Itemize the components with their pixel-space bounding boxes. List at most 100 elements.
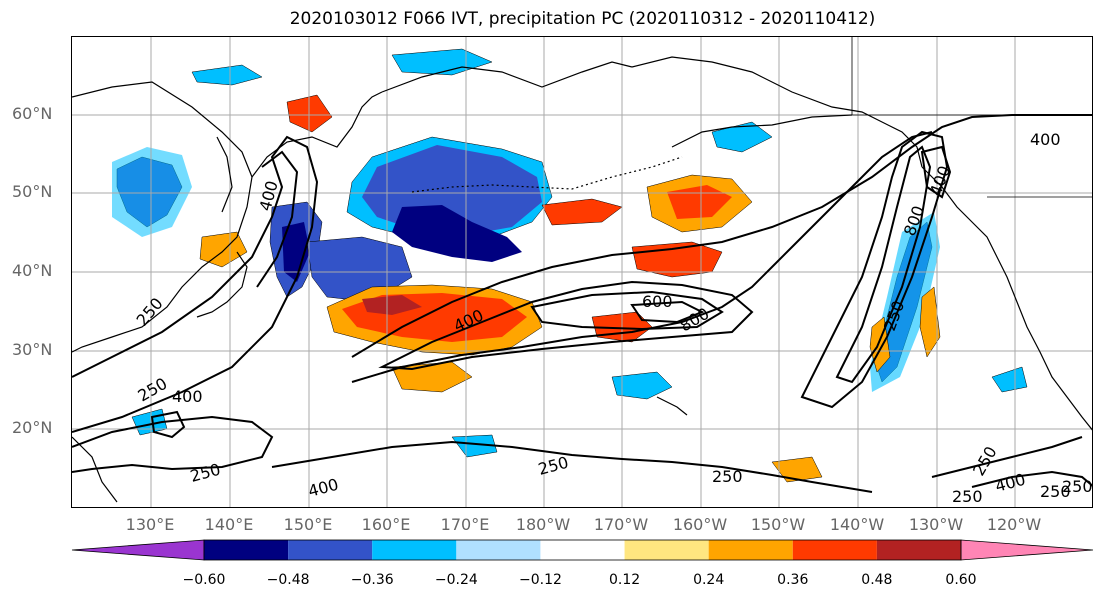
- colorbar-cell: [708, 540, 793, 560]
- map-panel: 400 400 250 250 400 600 800 250 400 250 …: [71, 36, 1093, 508]
- contour-label-400-se: 400: [993, 470, 1027, 496]
- contour-label-250-se2: 250: [1040, 482, 1071, 501]
- lon-label-140e: 140°E: [204, 515, 254, 534]
- colorbar-extend-min: [71, 539, 205, 561]
- precip-blob-north-alaska: [711, 121, 773, 153]
- contour-label-250-south3: 250: [712, 467, 743, 486]
- colorbar-tick-label: −0.12: [518, 572, 562, 588]
- ivt-800-contour-ar: [920, 145, 952, 199]
- contour-label-400-alaska: 400: [1030, 130, 1061, 149]
- precip-blob-subtropic-2: [451, 434, 498, 458]
- lon-label-140w: 140°W: [829, 515, 885, 534]
- colorbar-tick-label: 0.12: [608, 572, 641, 588]
- colorbar-cell: [204, 540, 289, 560]
- contour-label-250-west: 250: [135, 374, 171, 406]
- lat-label-30: 30°N: [12, 340, 53, 359]
- lon-label-180w: 180°W: [515, 515, 571, 534]
- contour-label-600: 600: [642, 292, 673, 311]
- precip-blob-bering-core: [392, 205, 522, 262]
- coast-siberia-east: [381, 61, 633, 93]
- ivt-250-contour-ar: [800, 130, 949, 409]
- lon-label-130e: 130°E: [125, 515, 175, 534]
- contour-label-400-west: 400: [172, 387, 203, 406]
- coast-alaska-south: [671, 114, 853, 148]
- map-canvas: 400 400 250 250 400 600 800 250 400 250 …: [72, 37, 1093, 507]
- lon-label-120w: 120°W: [986, 515, 1042, 534]
- colorbar-extend-max: [960, 539, 1094, 561]
- precip-blob-north-strip-2: [391, 48, 493, 76]
- precip-blob-kamchatka-west-light: [112, 147, 192, 237]
- precip-blob-subtropic-1: [611, 371, 673, 400]
- contour-label-250-far-se: 250: [1062, 477, 1093, 496]
- lon-label-160e: 160°E: [361, 515, 411, 534]
- colorbar-tick-label: 0.36: [777, 572, 809, 588]
- precip-blob-east-stripe-2: [919, 286, 941, 358]
- lat-label-40: 40°N: [12, 261, 53, 280]
- ivt-400-contour-ar: [835, 145, 932, 384]
- lon-label-170e: 170°E: [440, 515, 490, 534]
- ivt-250-contour-southwest: [72, 415, 274, 473]
- precip-blob-subtropic-3: [991, 366, 1028, 393]
- map-title: 2020103012 F066 IVT, precipitation PC (2…: [289, 9, 876, 29]
- colorbar-cell: [624, 540, 709, 560]
- colorbar-cell: [456, 540, 541, 560]
- colorbar-cell: [288, 540, 373, 560]
- colorbar-tick-label: 0.60: [945, 572, 977, 588]
- ivt-250-contour-main-lower: [351, 131, 933, 383]
- contour-label-250-se1: 250: [952, 487, 983, 506]
- colorbar-cell: [792, 540, 877, 560]
- precip-blob-japan-east-core: [282, 222, 310, 282]
- colorbar-tick-label: −0.48: [266, 572, 310, 588]
- lat-label-50: 50°N: [12, 182, 53, 201]
- ivt-250-contour-southeast: [931, 436, 1083, 478]
- coast-sakhalin: [216, 136, 233, 213]
- colorbar-cell: [540, 540, 625, 560]
- ivt-600-contour: [530, 290, 724, 331]
- precip-blob-north-strip: [191, 64, 263, 86]
- precip-positive-shading: [199, 94, 941, 483]
- precip-blob-subtropic-east: [771, 456, 823, 483]
- colorbar-tick-label: −0.60: [182, 572, 226, 588]
- contour-label-250-kuril: 250: [133, 294, 167, 330]
- lon-label-170w: 170°W: [593, 515, 649, 534]
- contour-label-250-south2: 250: [536, 453, 570, 479]
- lon-label-150e: 150°E: [283, 515, 333, 534]
- ivt-800-contour: [630, 300, 705, 324]
- coast-aleutians: [411, 156, 683, 193]
- ivt-250-contour-jet: [72, 135, 319, 433]
- contour-label-800: 800: [677, 304, 713, 336]
- ivt-400-contour-southeast: [971, 470, 1092, 488]
- colorbar-tick-label: 0.48: [861, 572, 893, 588]
- coast-canada-border: [851, 37, 1092, 116]
- colorbar-cell: [876, 540, 961, 560]
- ivt-contours: [72, 114, 1092, 493]
- colorbar-tick-label: 0.24: [693, 572, 725, 588]
- precip-blob-japan-south: [199, 231, 248, 268]
- coast-kamchatka: [251, 91, 383, 178]
- ivt-400-contour-main: [378, 280, 754, 371]
- lon-label-130w: 130°W: [908, 515, 964, 534]
- coast-hawaii: [656, 396, 688, 416]
- colorbar-frame: [203, 539, 962, 561]
- precip-negative-shading: [112, 48, 1028, 458]
- contour-label-400-south: 400: [306, 475, 340, 501]
- colorbar-cell: [372, 540, 457, 560]
- precip-blob-aleutian-east: [541, 198, 623, 226]
- ivt-250-contour-main: [351, 114, 1092, 358]
- colorbar-tick-label: −0.24: [434, 572, 478, 588]
- lon-label-150w: 150°W: [750, 515, 806, 534]
- lat-label-20: 20°N: [12, 418, 53, 437]
- colorbar-tick-label: −0.36: [350, 572, 394, 588]
- ivt-loop-west: [150, 410, 186, 439]
- ivt-400-contour-jet: [256, 150, 299, 288]
- ivt-250-contour-south: [271, 440, 873, 493]
- coast-asia-north: [72, 81, 253, 353]
- contour-label-250-south1: 250: [188, 460, 222, 486]
- coast-north-america: [921, 166, 1092, 431]
- coast-alaska: [631, 56, 923, 168]
- graticule: [72, 37, 1092, 507]
- lon-label-160w: 160°W: [672, 515, 728, 534]
- precip-blob-central-core: [362, 295, 422, 315]
- coastlines: [72, 37, 1092, 503]
- lat-label-60: 60°N: [12, 104, 53, 123]
